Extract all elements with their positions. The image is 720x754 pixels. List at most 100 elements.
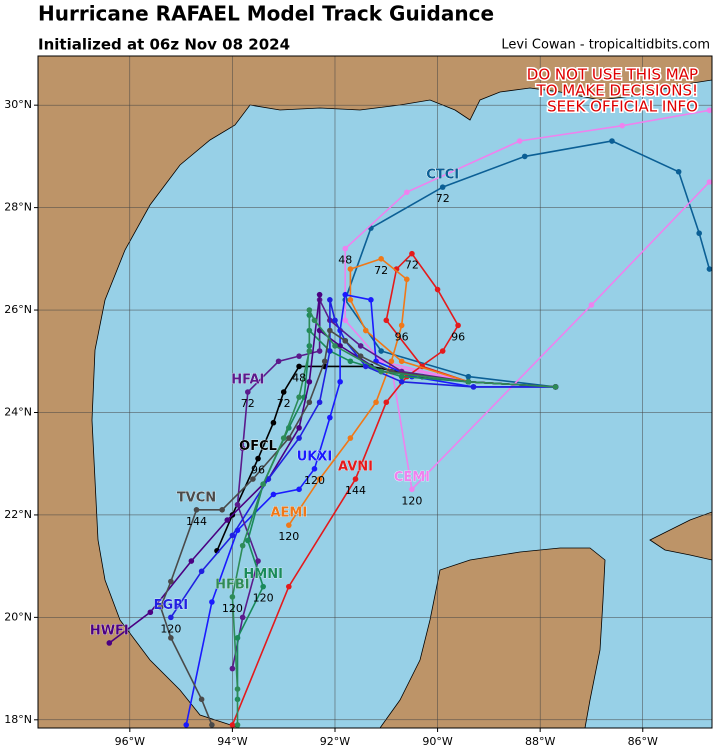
track-point — [209, 722, 215, 728]
hour-label: 144 — [186, 515, 207, 528]
track-name: HMNI — [243, 567, 283, 582]
track-point — [521, 153, 528, 160]
track-point — [388, 358, 395, 365]
land-north-west — [38, 56, 712, 728]
track-point — [409, 250, 415, 257]
track-point — [316, 348, 323, 354]
track-point — [696, 230, 702, 237]
track-line — [170, 299, 556, 618]
track-point — [706, 266, 712, 272]
hour-label: 120 — [401, 494, 422, 507]
track-name: UKXI — [297, 449, 333, 464]
track-point — [270, 419, 277, 426]
track-point — [378, 368, 384, 375]
track-point — [342, 317, 349, 324]
y-tick-label: 30°N — [4, 98, 32, 111]
track-name: HFBI — [215, 577, 250, 592]
track-point — [188, 558, 195, 564]
track-point — [250, 476, 256, 482]
track-point — [198, 696, 205, 703]
track-point — [306, 399, 313, 406]
hour-label: 48 — [338, 254, 352, 267]
hour-label: 120 — [278, 530, 299, 543]
hour-label: 120 — [222, 602, 243, 615]
hour-label: 72 — [277, 397, 291, 410]
track-line — [231, 309, 556, 725]
track-name: TVCN — [177, 490, 216, 505]
track-point — [357, 343, 364, 349]
track-point — [516, 138, 523, 144]
land-cuba — [649, 511, 712, 561]
track-point — [470, 384, 477, 390]
track-point — [398, 358, 405, 365]
track-point — [229, 665, 236, 672]
track-point — [229, 722, 236, 728]
track-point — [157, 604, 164, 610]
track-point — [383, 317, 390, 324]
track-point — [296, 486, 302, 493]
track-point — [296, 394, 302, 400]
track-point — [229, 532, 236, 539]
track-point — [229, 594, 236, 600]
track-point — [234, 722, 241, 728]
frame — [37, 55, 713, 729]
track-point — [311, 466, 318, 472]
track-point — [311, 317, 318, 324]
track-name: OFCL — [239, 439, 277, 454]
track-point — [465, 378, 472, 385]
grid: 96°W 94°W 92°W 90°W 88°W 86°W 18°N 20°N 22°N 24°N… — [4, 56, 712, 748]
track-point — [409, 486, 415, 493]
track-point — [234, 501, 241, 508]
track-point — [316, 399, 323, 406]
x-tick-label: 88°W — [525, 735, 555, 748]
track-point — [347, 297, 354, 303]
track-point — [368, 297, 374, 303]
title: Hurricane RAFAEL Model Track Guidance — [38, 2, 494, 26]
track-point — [306, 307, 313, 313]
track-point — [239, 542, 246, 549]
hour-label: 120 — [160, 622, 181, 635]
y-tick-label: 24°N — [4, 405, 32, 418]
track-point — [244, 389, 251, 395]
x-tick-label: 94°W — [217, 735, 247, 748]
y-tick-label: 20°N — [4, 610, 32, 623]
track-point — [168, 578, 174, 585]
track-point — [280, 435, 287, 441]
track-point — [357, 353, 364, 359]
track-point — [286, 583, 292, 590]
track-point — [306, 348, 313, 354]
track-point — [373, 399, 379, 406]
track-labels: 72CTCI48120CEMI7296144AVNI7296120AEMI487… — [90, 167, 466, 638]
track-point — [296, 425, 302, 431]
track-point — [337, 378, 343, 385]
track-point — [706, 179, 712, 185]
track-point — [352, 476, 359, 482]
track-name: HFAI — [231, 373, 264, 388]
hour-label: 72 — [405, 259, 419, 272]
credit: Levi Cowan - tropicaltidbits.com — [501, 38, 710, 53]
hour-label: 96 — [251, 464, 265, 477]
track-point — [296, 435, 302, 441]
tracks — [106, 107, 712, 728]
track-point — [198, 568, 205, 575]
track-point — [260, 583, 266, 590]
track-point — [552, 384, 559, 390]
track-name: CTCI — [426, 168, 459, 183]
track-point — [332, 343, 338, 349]
hour-label: 144 — [345, 484, 366, 497]
hour-label: 96 — [395, 330, 409, 343]
hour-label: 120 — [304, 474, 325, 487]
track-point — [168, 635, 174, 641]
track-point — [383, 399, 390, 406]
y-tick-label: 26°N — [4, 303, 32, 316]
track-point — [321, 358, 328, 365]
track-point — [465, 373, 472, 380]
track-point — [280, 389, 287, 395]
subtitle: Initialized at 06z Nov 08 2024 — [38, 36, 290, 54]
track-point — [398, 373, 405, 380]
track-line — [231, 252, 556, 726]
track-point — [106, 640, 113, 646]
track-point — [362, 327, 369, 334]
